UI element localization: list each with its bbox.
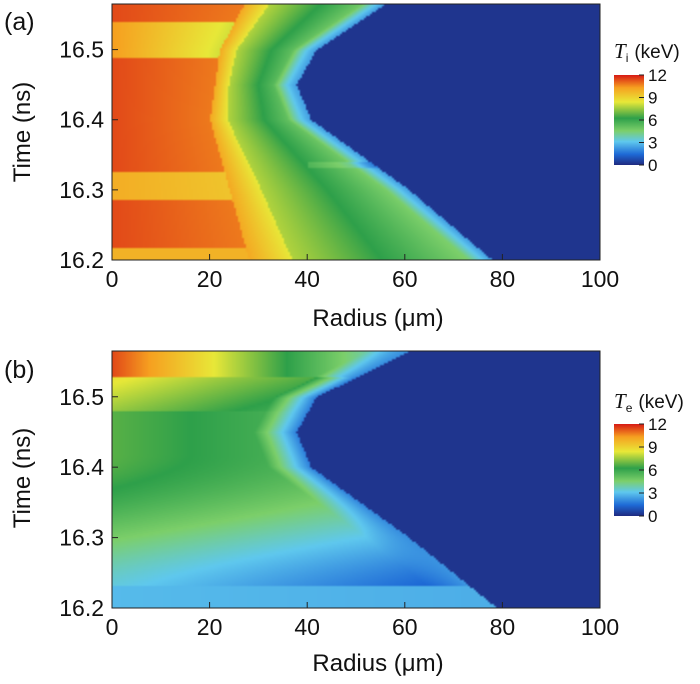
y-tick-label: 16.5 (59, 384, 104, 410)
x-tick-label: 0 (106, 266, 119, 292)
axes: 0 20 40 60 80 100 16.2 16.3 16.4 16.5 (59, 350, 619, 640)
colorbar-tick-label: 12 (648, 66, 667, 85)
colorbar-tick-label: 12 (648, 415, 667, 434)
heatmap-ion-temperature (112, 4, 600, 260)
x-tick-label: 80 (490, 614, 516, 640)
colorbar-symbol: T (614, 389, 627, 413)
y-tick-label: 16.5 (59, 37, 104, 63)
x-tick-label: 60 (392, 614, 418, 640)
x-tick-label: 80 (490, 266, 516, 292)
y-tick-label: 16.2 (59, 595, 104, 621)
colorbar-ticks: 12 9 6 3 0 (639, 66, 667, 175)
heatmap-image (112, 351, 600, 608)
y-tick-label: 16.3 (59, 525, 104, 551)
colorbar: Te (keV) 12 9 6 3 0 (614, 389, 684, 526)
plot-frame (111, 350, 601, 609)
colorbar-tick-label: 6 (648, 461, 657, 480)
x-tick-label: 0 (106, 614, 119, 640)
y-tick-label: 16.4 (59, 107, 104, 133)
x-tick-label: 40 (294, 266, 320, 292)
panel-label: (b) (4, 356, 35, 384)
y-tick-label: 16.4 (59, 454, 104, 480)
colorbar-tick-label: 0 (648, 156, 657, 175)
colorbar-unit: (keV) (634, 42, 679, 63)
x-tick-label: 100 (581, 614, 619, 640)
y-tick-label: 16.3 (59, 177, 104, 203)
colorbar-title: Te (keV) (614, 389, 684, 415)
x-tick-label: 100 (581, 266, 619, 292)
colorbar-tick-label: 0 (648, 507, 657, 526)
y-tick-label: 16.2 (59, 247, 104, 273)
colorbar-unit: (keV) (638, 392, 683, 413)
panel-label: (a) (4, 8, 35, 36)
colorbar-tick-label: 3 (648, 484, 657, 503)
colorbar-tick-label: 9 (648, 438, 657, 457)
colorbar-subscript: e (626, 401, 633, 415)
x-axis-title: Radius (μm) (312, 650, 443, 677)
colorbar-title: Ti (keV) (614, 39, 680, 65)
colorbar-tick-label: 3 (648, 134, 657, 153)
colorbar-tick-label: 9 (648, 89, 657, 108)
y-axis-title: Time (ns) (9, 82, 36, 182)
colorbar-subscript: i (626, 51, 629, 65)
colorbar: Ti (keV) 12 9 6 3 0 (614, 39, 680, 175)
heatmap-electron-temperature (112, 351, 600, 608)
x-tick-label: 60 (392, 266, 418, 292)
colorbar-symbol: T (614, 39, 627, 63)
y-axis-title: Time (ns) (9, 428, 36, 528)
colorbar-ticks: 12 9 6 3 0 (639, 415, 667, 526)
heatmap-image (112, 4, 600, 260)
x-tick-label: 20 (197, 266, 223, 292)
plot-frame (111, 3, 601, 261)
x-tick-label: 20 (197, 614, 223, 640)
axes: 0 20 40 60 80 100 16.2 16.3 16.4 16.5 (59, 3, 619, 292)
colorbar-tick-label: 6 (648, 111, 657, 130)
x-axis-title: Radius (μm) (312, 305, 443, 332)
x-tick-label: 40 (294, 614, 320, 640)
